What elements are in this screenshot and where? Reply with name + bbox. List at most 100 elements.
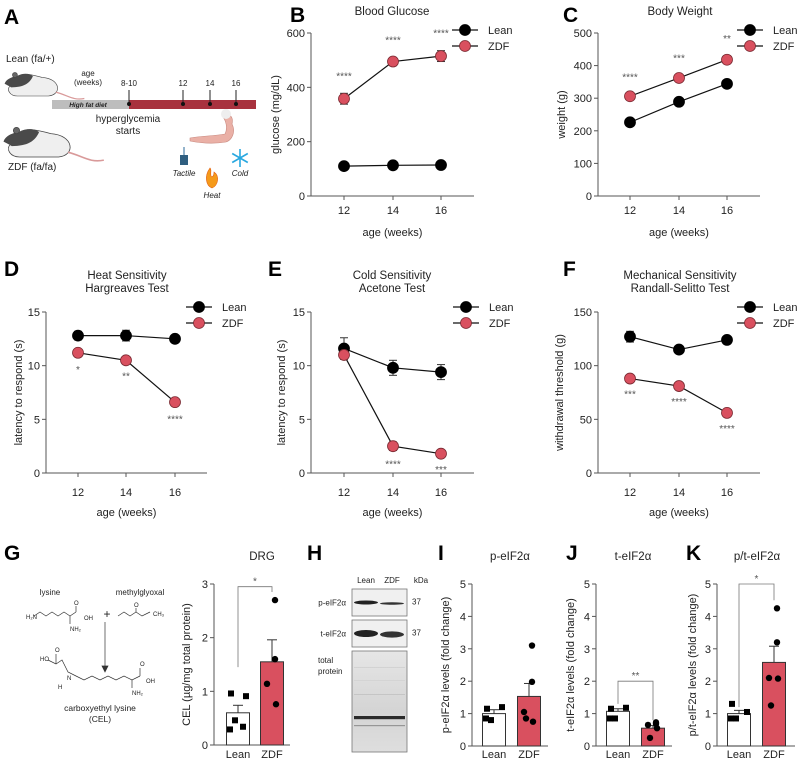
bar-group-zdf (762, 605, 786, 747)
total-protein-label: total (318, 656, 333, 665)
data-point (227, 726, 233, 733)
bracket-line (237, 586, 273, 668)
atom-label: HO (40, 657, 49, 663)
x-tick-label: 14 (387, 205, 399, 217)
data-point (72, 329, 84, 342)
bar (517, 695, 541, 747)
x-tick-label: 16 (435, 205, 447, 217)
data-point (338, 349, 350, 361)
legend-marker-zdf (459, 40, 471, 52)
x-axis-label: age (weeks) (363, 227, 423, 239)
y-tick-label: 600 (287, 28, 305, 40)
data-point (721, 53, 733, 66)
y-tick-label: 5 (584, 579, 590, 591)
data-point (435, 447, 447, 460)
significance-stars: *** (673, 53, 685, 64)
y-tick-label: 4 (705, 611, 711, 623)
data-point (721, 77, 733, 90)
data-point (673, 95, 685, 108)
y-tick-label: 0 (586, 468, 592, 480)
bracket-line (738, 583, 775, 708)
y-tick-label: 5 (299, 414, 305, 426)
x-tick-label: 12 (624, 487, 636, 499)
timepoint-dot (208, 102, 212, 106)
bar (727, 713, 751, 747)
lane-label: ZDF (384, 576, 400, 585)
data-point (120, 329, 132, 342)
x-tick-label: 12 (338, 205, 350, 217)
y-tick-label: 2 (705, 676, 711, 688)
bar-group-zdf (641, 719, 665, 747)
data-point (263, 680, 271, 688)
methylglyoxal-label: methylglyoxal (116, 588, 165, 597)
y-tick-label: 1 (584, 709, 590, 721)
y-tick-label: 2 (460, 676, 466, 688)
snowflake-icon (231, 149, 249, 167)
y-tick-label: 5 (460, 579, 466, 591)
cel-skeleton (47, 659, 141, 681)
y-tick-label: 100 (574, 158, 592, 170)
data-point (243, 693, 249, 700)
data-point (673, 343, 685, 356)
data-point (387, 159, 399, 172)
significance-stars: ** (122, 371, 130, 382)
significance-stars: **** (433, 29, 449, 40)
y-tick-label: 0 (299, 191, 305, 203)
lysine-skeleton (33, 611, 77, 617)
data-point (644, 721, 652, 729)
x-tick-label: 14 (673, 205, 685, 217)
y-tick-label: 15 (293, 307, 305, 319)
legend-marker-zdf (744, 40, 756, 52)
test-label-tactile: Tactile (173, 169, 196, 178)
legend-label-zdf: ZDF (773, 41, 795, 53)
hyperglycemia-bar (129, 100, 256, 109)
series-zdf (338, 349, 447, 460)
x-tick-label: 12 (338, 487, 350, 499)
y-tick-label: 5 (34, 414, 40, 426)
significance-stars: * (755, 574, 759, 585)
timepoint-label: 14 (206, 79, 215, 88)
atom-label: CH₃ (153, 612, 165, 618)
panel-letter-j: J (566, 542, 578, 565)
y-axis-label: latency to respond (s) (13, 340, 25, 446)
data-point (271, 655, 279, 663)
chart-title: p-eIF2α (490, 551, 530, 563)
data-point (646, 734, 654, 742)
x-axis-label: age (weeks) (649, 227, 709, 239)
x-tick-label: 16 (721, 205, 733, 217)
hyperglycemia-label: starts (116, 126, 140, 137)
y-tick-label: 3 (705, 644, 711, 656)
data-point (72, 346, 84, 359)
data-point (721, 334, 733, 346)
data-point (765, 674, 773, 682)
lean-rat-icon (4, 72, 85, 100)
data-point (240, 723, 246, 730)
series-zdf (338, 50, 447, 105)
data-point (774, 675, 782, 682)
atom-label: O (55, 648, 60, 654)
data-point (673, 380, 685, 392)
chart-title: Blood Glucose (355, 6, 430, 18)
data-point (721, 406, 733, 419)
lane-label: Lean (357, 576, 375, 585)
data-point (232, 717, 238, 724)
total-protein-label: protein (318, 667, 342, 676)
data-point (773, 639, 781, 646)
data-point (733, 715, 739, 722)
data-point (673, 72, 685, 84)
data-point (520, 708, 528, 716)
category-label: Lean (727, 749, 751, 761)
legend-label-zdf: ZDF (773, 318, 795, 330)
atom-label: OH (84, 616, 93, 622)
panel-k-bar-chart: p/t-eIF2α 0 1 2 3 4 5 p/t-eIF2α levels (fold ch… (687, 551, 795, 761)
legend-marker-lean (460, 301, 472, 313)
data-point (773, 605, 781, 612)
significance-bracket: ** (617, 671, 654, 721)
legend-label-lean: Lean (773, 25, 797, 37)
data-point (435, 50, 447, 62)
x-tick-label: 14 (120, 487, 132, 499)
data-point (744, 708, 750, 715)
y-tick-label: 50 (580, 414, 592, 426)
data-point (528, 642, 536, 649)
